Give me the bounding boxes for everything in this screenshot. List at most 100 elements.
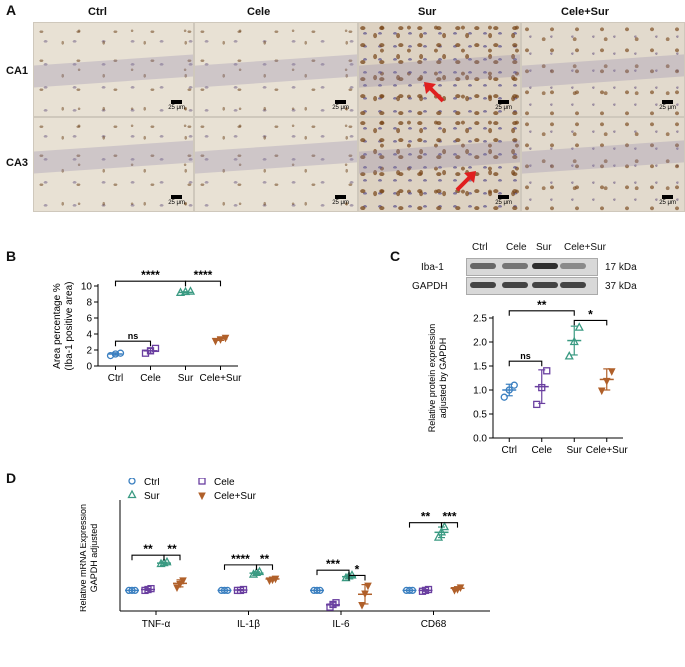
data-point <box>128 478 136 485</box>
data-point <box>176 580 184 589</box>
data-point <box>175 287 186 296</box>
x-tick-label: Cele <box>531 445 552 456</box>
y-tick-label: 6 <box>86 314 92 325</box>
significance-bracket <box>573 319 608 326</box>
blot-row-label-gapdh: GAPDH <box>412 281 448 292</box>
data-point <box>162 556 172 566</box>
data-point <box>433 532 444 541</box>
scale-bar-label: 25 μm <box>659 200 676 206</box>
blot-lane-sur: Sur <box>536 242 552 253</box>
significance-label: ns <box>520 351 531 361</box>
data-point <box>159 557 169 567</box>
y-tick-label: 0.5 <box>473 410 487 421</box>
legend-label: Ctrl <box>144 478 160 488</box>
legend-label: Sur <box>144 491 160 502</box>
data-point <box>602 377 611 386</box>
x-tick-label: IL-6 <box>332 619 350 630</box>
data-point <box>111 350 120 358</box>
data-point <box>500 393 508 401</box>
significance-label: **** <box>231 552 250 566</box>
significance-label: ** <box>421 510 431 524</box>
data-point <box>173 584 181 592</box>
scale-bar-label: 25 μm <box>168 200 185 206</box>
data-point <box>248 569 259 578</box>
data-point <box>221 334 230 343</box>
y-tick-label: 2 <box>86 346 92 357</box>
micrograph-ca1-cele: 25 μm <box>194 22 358 117</box>
data-point <box>131 586 139 595</box>
x-tick-label: Ctrl <box>108 373 124 384</box>
blot-size-iba1: 17 kDa <box>605 262 637 273</box>
data-point <box>341 572 351 582</box>
data-point <box>116 349 125 357</box>
significance-label: ** <box>260 552 270 566</box>
data-point <box>128 586 136 595</box>
y-tick-label: 10 <box>81 282 93 293</box>
blot-lane-cele-sur: Cele+Sur <box>564 242 606 253</box>
data-point <box>607 368 616 376</box>
data-point <box>223 586 232 595</box>
x-tick-label: Cele+Sur <box>586 445 629 456</box>
scale-bar-label: 25 μm <box>332 105 349 111</box>
data-point <box>538 383 546 392</box>
y-tick-label: 4 <box>86 330 92 341</box>
col-label-cele-sur: Cele+Sur <box>561 6 609 18</box>
data-point <box>597 387 606 396</box>
panel-c-letter: C <box>390 248 401 264</box>
col-label-ctrl: Ctrl <box>88 6 107 18</box>
data-point <box>569 336 579 346</box>
y-tick-label: 8 <box>86 298 92 309</box>
data-point <box>543 367 551 375</box>
data-point <box>405 586 414 595</box>
significance-bracket <box>114 340 152 347</box>
x-tick-label: Sur <box>178 373 194 384</box>
y-axis-label-line1: Relative mRNA Expression <box>80 504 88 612</box>
data-point <box>239 585 248 594</box>
chart-b: 0 2 4 6 8 10 Ctrl Cele Sur Cele+Sur Area percentag… <box>52 268 243 384</box>
significance-label: *** <box>442 510 456 524</box>
scale-bar-label: 25 μm <box>495 200 512 206</box>
data-point <box>332 599 340 607</box>
panel-d-letter: D <box>6 470 17 486</box>
data-point <box>211 337 220 346</box>
data-point <box>198 478 206 485</box>
blot-row-label-iba1: Iba-1 <box>421 262 444 273</box>
significance-bracket <box>508 310 575 316</box>
micrograph-ca1-sur: 25 μm <box>358 22 521 117</box>
significance-label: **** <box>141 268 160 282</box>
data-point <box>436 526 447 536</box>
data-point <box>364 582 372 591</box>
y-tick-label: 2.5 <box>473 314 487 325</box>
y-tick-label: 0.0 <box>473 434 487 445</box>
red-arrow-icon <box>455 171 476 192</box>
data-point <box>220 586 229 595</box>
data-point <box>456 584 465 592</box>
micrograph-ca3-cele: 25 μm <box>194 117 358 212</box>
panel-b-letter: B <box>6 248 17 264</box>
data-point <box>574 322 584 331</box>
y-tick-label: 1.0 <box>473 386 487 397</box>
legend-label: Cele <box>214 478 235 488</box>
significance-label: *** <box>326 557 340 571</box>
data-point <box>358 601 366 610</box>
data-point <box>179 577 187 585</box>
x-tick-label: Cele+Sur <box>200 373 243 384</box>
blot-size-gapdh: 37 kDa <box>605 281 637 292</box>
blot-band <box>560 263 586 269</box>
y-tick-label: 2.0 <box>473 338 487 349</box>
scale-bar-label: 25 μm <box>659 105 676 111</box>
x-tick-label: IL-1β <box>237 619 260 630</box>
micrograph-ca1-cele-sur: 25 μm <box>521 22 685 117</box>
data-point <box>361 590 369 599</box>
blot-band <box>560 282 586 288</box>
blot-band <box>532 282 558 288</box>
significance-bracket <box>508 360 543 367</box>
blot-band <box>502 263 528 269</box>
x-tick-label: CD68 <box>421 619 447 630</box>
data-point <box>127 489 137 499</box>
panel-a-col-labels: Ctrl Cele Sur Cele+Sur <box>33 6 683 22</box>
data-point <box>408 586 417 595</box>
data-point <box>505 386 513 394</box>
significance-label: * <box>355 562 360 576</box>
significance-label: ** <box>167 542 177 556</box>
